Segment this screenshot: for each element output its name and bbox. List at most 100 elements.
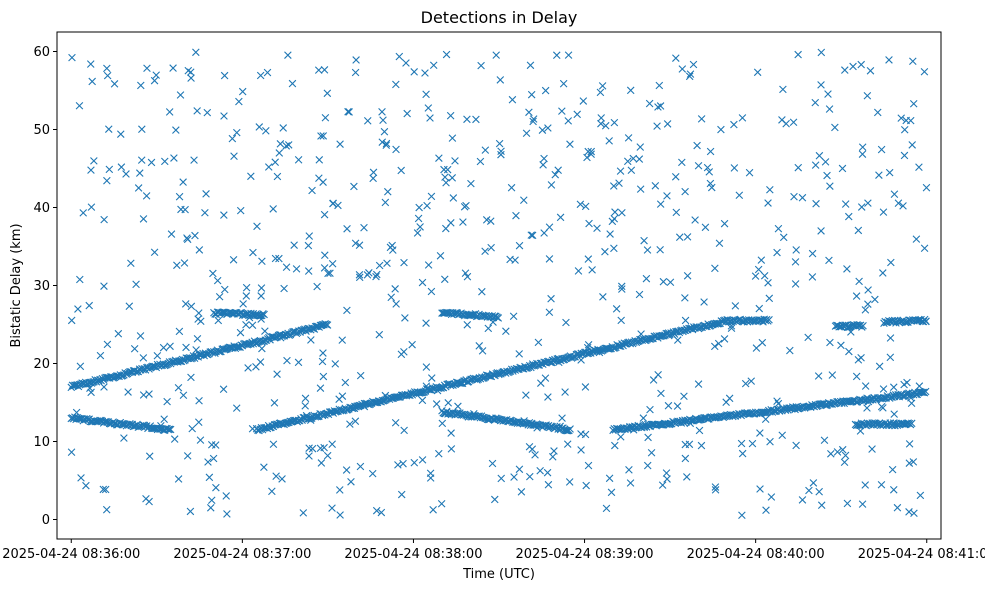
detection-marker: [175, 192, 184, 201]
detection-marker: [879, 208, 888, 216]
detection-marker: [382, 139, 391, 148]
detection-marker: [86, 384, 94, 393]
detection-marker: [827, 449, 835, 458]
marker-layer: [67, 48, 931, 520]
detection-marker: [100, 282, 108, 290]
detection-marker: [602, 504, 611, 513]
detection-marker: [900, 151, 909, 160]
detection-marker: [891, 421, 899, 430]
detection-marker: [336, 140, 344, 148]
detection-marker: [681, 187, 689, 196]
detection-marker: [626, 86, 635, 95]
detection-marker: [313, 282, 321, 291]
detection-marker: [190, 156, 198, 164]
detection-marker: [381, 198, 390, 207]
detection-marker: [391, 418, 400, 427]
detection-marker: [656, 245, 664, 254]
detection-marker: [858, 500, 867, 508]
detection-marker: [426, 114, 434, 122]
detection-marker: [103, 64, 111, 73]
detection-marker: [220, 112, 228, 120]
detection-marker: [242, 283, 251, 292]
detection-marker: [576, 351, 584, 360]
detection-marker: [239, 300, 247, 308]
detection-marker: [229, 256, 238, 264]
detection-marker: [745, 168, 754, 177]
detection-marker: [475, 342, 484, 350]
detection-marker: [166, 425, 175, 434]
detection-marker: [792, 441, 800, 450]
detection-marker: [854, 226, 863, 235]
detection-marker: [714, 339, 723, 348]
detection-marker: [422, 319, 430, 327]
detection-marker: [640, 236, 648, 245]
detection-marker: [233, 128, 241, 137]
x-axis-label: Time (UTC): [462, 567, 535, 582]
detection-marker: [448, 134, 457, 142]
detection-marker: [320, 210, 329, 219]
detection-marker: [369, 174, 377, 183]
detection-marker: [547, 294, 555, 303]
detection-marker: [882, 394, 890, 402]
detection-marker: [426, 474, 435, 482]
detection-marker: [840, 458, 849, 467]
detection-marker: [552, 51, 561, 60]
detection-marker: [651, 181, 660, 190]
detection-marker: [328, 259, 337, 268]
detection-marker: [427, 386, 436, 394]
y-tick-label: 50: [33, 123, 50, 138]
detection-marker: [164, 425, 173, 434]
detection-marker: [75, 101, 84, 110]
detection-marker: [379, 116, 387, 124]
detection-marker: [222, 492, 231, 500]
detection-marker: [843, 265, 851, 273]
detection-marker: [235, 97, 243, 106]
detection-marker: [283, 356, 291, 365]
detection-marker: [263, 68, 272, 77]
detection-marker: [510, 473, 518, 481]
detection-marker: [525, 419, 534, 427]
detection-marker: [372, 272, 380, 281]
detection-marker: [879, 269, 887, 277]
detection-marker: [909, 57, 917, 66]
detection-marker: [415, 203, 423, 212]
detection-marker: [765, 294, 774, 303]
detection-marker: [486, 217, 495, 225]
detection-marker: [582, 481, 590, 490]
detection-marker: [711, 486, 720, 494]
detection-marker: [179, 391, 188, 400]
detection-marker: [581, 202, 590, 211]
detection-marker: [672, 208, 681, 217]
detection-marker: [528, 360, 537, 368]
detection-marker: [363, 271, 372, 279]
detection-marker: [864, 286, 872, 294]
detection-marker: [248, 424, 257, 433]
detection-marker: [555, 358, 563, 367]
detection-marker: [391, 285, 399, 293]
detection-marker: [319, 132, 328, 140]
detection-marker: [261, 327, 269, 335]
detection-marker: [406, 391, 414, 400]
detection-marker: [900, 380, 908, 389]
detection-marker: [675, 233, 684, 241]
detection-marker: [711, 264, 719, 273]
detection-marker: [508, 95, 517, 104]
detection-marker: [472, 115, 480, 124]
detection-marker: [343, 225, 351, 233]
detection-marker: [191, 231, 199, 240]
detection-marker: [663, 475, 671, 483]
detection-marker: [893, 503, 902, 512]
detection-marker: [323, 89, 332, 98]
detection-marker: [886, 334, 895, 342]
detection-marker: [292, 265, 301, 273]
detection-marker: [583, 343, 592, 352]
detection-marker: [673, 336, 682, 344]
detection-marker: [564, 117, 573, 125]
detection-marker: [456, 379, 465, 388]
detection-marker: [165, 108, 174, 116]
detection-marker: [196, 436, 205, 444]
detection-marker: [275, 149, 284, 157]
detection-marker: [629, 426, 638, 434]
detection-marker: [166, 342, 174, 351]
detection-marker: [820, 436, 829, 445]
